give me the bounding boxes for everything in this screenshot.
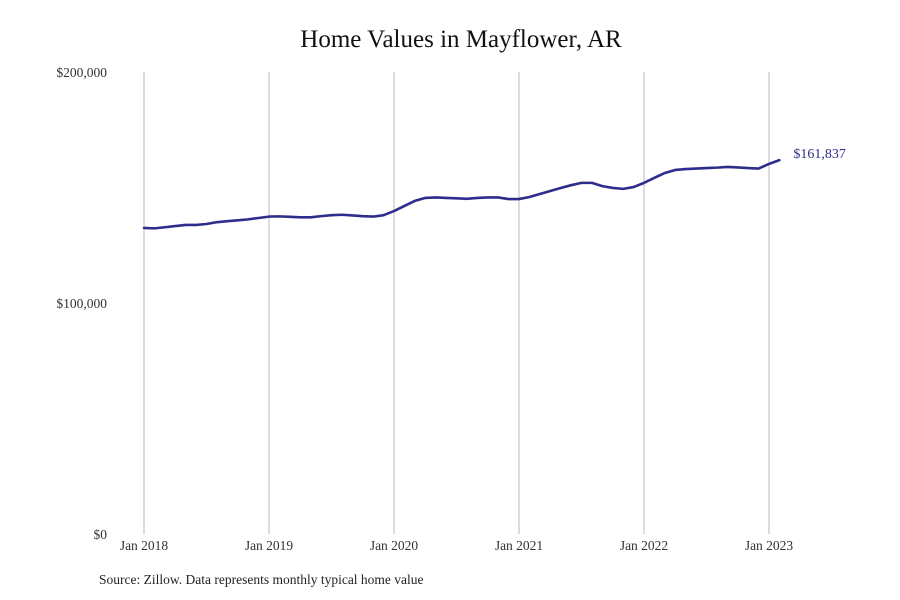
x-tick-label: Jan 2021	[495, 538, 543, 553]
source-note: Source: Zillow. Data represents monthly …	[99, 572, 424, 587]
y-tick-label: $0	[94, 527, 108, 542]
x-tick-label: Jan 2023	[745, 538, 794, 553]
chart-title: Home Values in Mayflower, AR	[300, 26, 622, 53]
x-tick-label: Jan 2022	[620, 538, 668, 553]
series-line	[142, 158, 781, 230]
y-tick-label: $100,000	[56, 296, 107, 311]
x-tick-label: Jan 2019	[245, 538, 294, 553]
y-tick-label: $200,000	[56, 65, 107, 80]
end-value-label: $161,837	[793, 147, 846, 162]
x-tick-label: Jan 2020	[370, 538, 419, 553]
x-tick-label: Jan 2018	[120, 538, 169, 553]
